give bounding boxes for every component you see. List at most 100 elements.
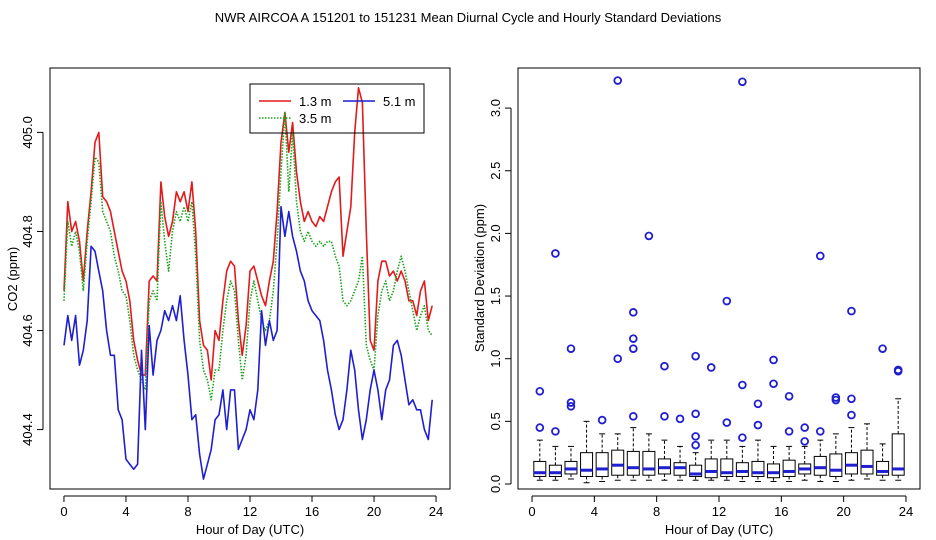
box-hour-1.5 [548, 249, 562, 481]
box-y-tick-label: 2.5 [488, 162, 503, 180]
box-plot-frame [517, 67, 921, 490]
legend-label-5p1m: 5.1 m [383, 94, 416, 109]
box-hour-14.5 [751, 399, 765, 482]
line-y-axis-label: CO2 (ppm) [5, 247, 20, 311]
iqr-box [689, 464, 703, 477]
box-x-tick-label: 20 [836, 504, 850, 519]
co2-diurnal-line-chart: 0 4 8 12 16 20 24 404.4 404.6 404.8 405.0 Hour of… [5, 67, 451, 537]
iqr-box [891, 433, 905, 476]
series-line-5-1-m [63, 205, 433, 480]
outlier-point [551, 427, 560, 436]
outlier-point [769, 379, 778, 389]
line-x-tick-label: 0 [60, 504, 67, 519]
box-hour-7.5 [642, 231, 656, 481]
outlier-point [893, 365, 903, 375]
iqr-box [844, 452, 858, 475]
outlier-point [831, 393, 841, 402]
iqr-box [782, 459, 796, 477]
box-hour-12.5 [720, 296, 734, 481]
outlier-point [738, 380, 747, 390]
box-hour-22.5 [876, 344, 890, 481]
box-hour-6.5 [626, 308, 640, 481]
outlier-point [800, 423, 809, 432]
box-y-tick-label: 3.0 [488, 99, 503, 117]
line-x-tick-label: 24 [429, 504, 443, 519]
outlier-point [629, 308, 638, 317]
iqr-box [580, 452, 594, 477]
box-hour-4.5 [595, 415, 609, 482]
line-y-tick-label: 404.4 [20, 413, 35, 446]
outlier-point [722, 296, 732, 306]
line-x-tick-label: 12 [243, 504, 257, 519]
iqr-box [704, 458, 718, 479]
outlier-point [753, 420, 763, 430]
outlier-point [800, 437, 809, 446]
box-y-axis-label: Standard Deviation (ppm) [472, 204, 487, 352]
outlier-point [629, 344, 638, 353]
outlier-point [691, 409, 700, 419]
outlier-point [675, 414, 685, 424]
iqr-box [548, 464, 562, 477]
line-x-tick-label: 8 [184, 504, 191, 519]
outlier-point [597, 415, 607, 425]
box-hour-3.5 [580, 420, 594, 484]
boxplot-marks-group [533, 76, 905, 484]
line-legend: 1.3 m 3.5 m 5.1 m [249, 83, 425, 134]
line-x-tick-label: 20 [367, 504, 381, 519]
line-x-tick-label: 4 [122, 504, 129, 519]
box-hour-13.5 [735, 77, 749, 482]
iqr-box [735, 462, 749, 477]
outlier-point [753, 399, 763, 409]
outlier-point [613, 354, 623, 363]
outlier-point [660, 412, 669, 421]
outlier-point [847, 410, 856, 420]
outlier-point [660, 361, 669, 371]
outlier-point [629, 412, 638, 421]
iqr-box [533, 460, 547, 477]
box-hour-15.5 [767, 355, 781, 482]
outlier-point [784, 391, 794, 401]
line-plot-frame [49, 67, 451, 490]
box-y-tick-label: 2.0 [488, 224, 503, 242]
line-y-tick-label: 404.8 [20, 215, 35, 248]
outlier-point [847, 306, 856, 316]
box-hour-20.5 [844, 306, 858, 481]
box-y-tick-label: 0.5 [488, 412, 503, 430]
box-hour-10.5 [689, 351, 703, 481]
iqr-box [876, 460, 890, 476]
line-x-axis-label: Hour of Day (UTC) [196, 522, 304, 537]
box-x-tick-label: 12 [712, 504, 726, 519]
line-series-group [63, 87, 433, 480]
line-x-axis: 0 4 8 12 16 20 24 [60, 495, 443, 519]
box-x-tick-label: 4 [591, 504, 598, 519]
outlier-point [815, 251, 825, 261]
box-y-tick-label: 1.5 [488, 287, 503, 305]
legend-box [249, 83, 425, 134]
series-line-1-3-m [63, 87, 433, 381]
outlier-point [535, 386, 545, 396]
iqr-box [642, 450, 656, 476]
box-hour-21.5 [860, 423, 874, 480]
box-hour-0.5 [533, 386, 547, 481]
box-hour-11.5 [704, 363, 718, 481]
figure-title: NWR AIRCOA A 151201 to 151231 Mean Diurn… [215, 10, 722, 25]
outlier-point [551, 249, 560, 258]
box-hour-2.5 [564, 344, 578, 480]
box-x-tick-label: 8 [653, 504, 660, 519]
line-y-axis: 404.4 404.6 404.8 405.0 [20, 116, 44, 446]
outlier-point [691, 432, 700, 441]
iqr-box [626, 450, 640, 476]
box-y-axis: 0.0 0.5 1.0 1.5 2.0 2.5 3.0 [488, 99, 512, 493]
iqr-box [829, 453, 843, 477]
outlier-point [784, 427, 794, 436]
box-y-tick-label: 1.0 [488, 350, 503, 368]
box-x-tick-label: 24 [899, 504, 913, 519]
line-y-tick-label: 405.0 [20, 116, 35, 149]
outlier-point [629, 334, 638, 343]
outlier-point [769, 355, 778, 365]
outlier-point [566, 402, 576, 411]
box-y-tick-label: 0.0 [488, 475, 503, 493]
box-x-tick-label: 16 [774, 504, 788, 519]
std-dev-boxplot-chart: 0 4 8 12 16 20 24 0.0 0.5 1.0 1.5 2.0 2.5 3.0 Hour o… [472, 67, 921, 537]
